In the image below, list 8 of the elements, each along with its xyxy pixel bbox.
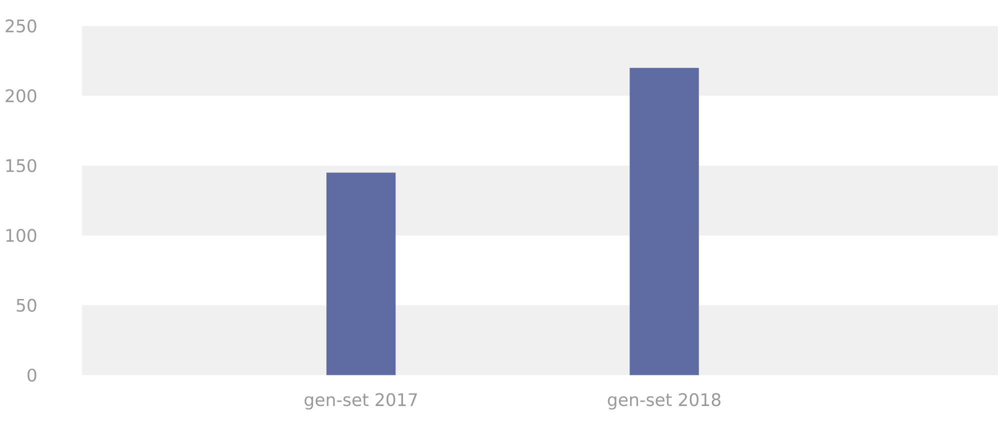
x-tick-label: gen-set 2018 [608, 393, 720, 410]
y-tick-label: 100 [6, 228, 36, 242]
y-tick-label: 50 [16, 298, 36, 312]
y-tick-label: 150 [6, 159, 36, 172]
y-tick-label: 250 [6, 19, 36, 32]
y-tick-label: 200 [6, 89, 36, 102]
y-tick-label: 0 [28, 368, 36, 382]
x-tick-label: gen-set 2017 [304, 393, 417, 410]
